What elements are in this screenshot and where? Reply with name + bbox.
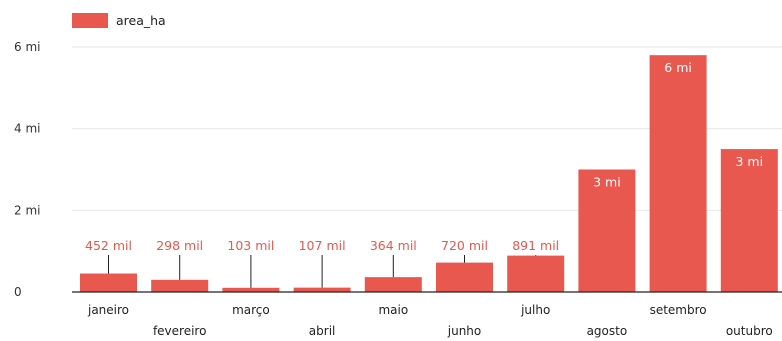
- x-tick-label: abril: [309, 324, 336, 338]
- x-tick-label: julho: [520, 303, 550, 317]
- legend-label: area_ha: [116, 13, 166, 28]
- data-label: 452 mil: [85, 238, 132, 253]
- x-tick-label: janeiro: [87, 303, 129, 317]
- x-tick-label: outubro: [726, 324, 773, 338]
- bars: [80, 55, 778, 292]
- bar: [364, 277, 422, 292]
- x-tick-label: junho: [447, 324, 482, 338]
- bar: [720, 149, 778, 292]
- legend: area_ha: [72, 13, 166, 28]
- x-tick-label: março: [232, 303, 270, 317]
- y-axis-ticks: 0 2 mi 4 mi 6 mi: [14, 40, 40, 299]
- bar: [80, 273, 137, 292]
- x-tick-label: setembro: [650, 303, 707, 317]
- y-tick-label: 0: [14, 285, 22, 299]
- x-axis-labels: janeiro fevereiro março abril maio junho julho…: [87, 303, 773, 338]
- bar: [507, 255, 565, 292]
- x-tick-label: maio: [378, 303, 408, 317]
- data-label: 3 mi: [593, 175, 621, 190]
- bar: [293, 287, 351, 292]
- x-tick-label: fevereiro: [153, 324, 207, 338]
- legend-swatch: [72, 13, 108, 28]
- x-tick-label: agosto: [587, 324, 628, 338]
- y-tick-label: 4 mi: [14, 122, 40, 136]
- bar: [649, 55, 707, 292]
- y-tick-label: 2 mi: [14, 203, 40, 217]
- data-label: 103 mil: [227, 238, 274, 253]
- data-label: 107 mil: [299, 238, 346, 253]
- bar: [151, 279, 209, 292]
- bar: [222, 287, 280, 292]
- data-label: 364 mil: [370, 238, 417, 253]
- bar: [578, 169, 636, 292]
- data-label: 891 mil: [512, 238, 559, 253]
- data-label: 298 mil: [156, 238, 203, 253]
- data-label: 3 mi: [736, 154, 764, 169]
- data-labels: 452 mil 298 mil 103 mil 107 mil 364 mil 720 m…: [85, 60, 763, 253]
- y-tick-label: 6 mi: [14, 40, 40, 54]
- data-label: 6 mi: [664, 60, 692, 75]
- bar: [436, 262, 493, 292]
- data-label: 720 mil: [441, 238, 488, 253]
- label-leaders: [108, 255, 537, 288]
